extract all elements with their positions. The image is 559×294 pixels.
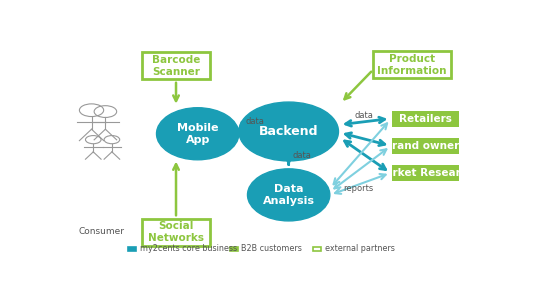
Text: Market Research: Market Research (376, 168, 475, 178)
Text: B2B customers: B2B customers (241, 244, 302, 253)
Text: Social
Networks: Social Networks (148, 221, 204, 243)
Ellipse shape (239, 102, 339, 161)
Text: data: data (292, 151, 311, 160)
Text: data: data (246, 117, 265, 126)
Text: reports: reports (343, 184, 373, 193)
FancyBboxPatch shape (391, 166, 459, 181)
Text: Retailers: Retailers (399, 114, 452, 124)
Text: Product
Information: Product Information (377, 54, 447, 76)
FancyBboxPatch shape (143, 219, 210, 246)
Text: Brand owners: Brand owners (385, 141, 466, 151)
Text: Backend: Backend (259, 125, 319, 138)
Text: data: data (354, 111, 373, 120)
Text: external partners: external partners (325, 244, 395, 253)
Bar (230, 247, 238, 251)
Ellipse shape (157, 108, 239, 160)
Text: Mobile
App: Mobile App (177, 123, 219, 145)
Text: Data
Analysis: Data Analysis (263, 184, 315, 206)
FancyBboxPatch shape (391, 111, 459, 127)
Ellipse shape (248, 169, 330, 221)
FancyBboxPatch shape (391, 138, 459, 154)
FancyBboxPatch shape (143, 52, 210, 79)
Bar (314, 247, 321, 251)
Text: Consumer: Consumer (78, 227, 124, 235)
Bar (129, 247, 136, 251)
Text: my2cents core business: my2cents core business (140, 244, 237, 253)
FancyBboxPatch shape (373, 51, 451, 78)
Text: Barcode
Scanner: Barcode Scanner (152, 55, 200, 77)
